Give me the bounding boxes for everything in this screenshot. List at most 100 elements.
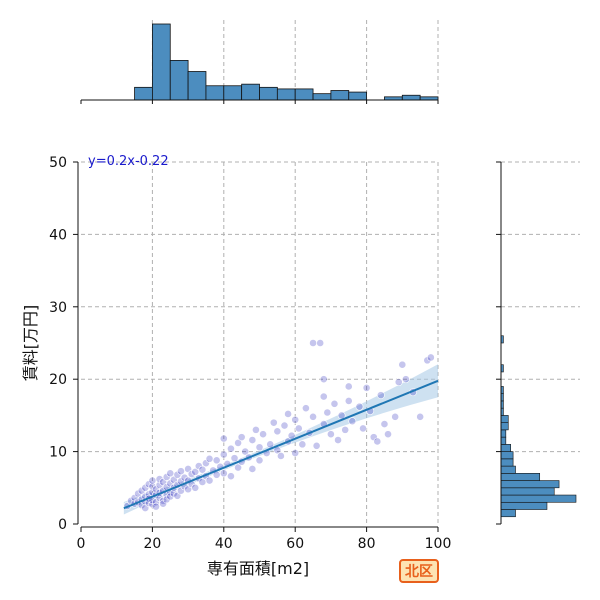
right-histogram-bar — [500, 465, 516, 474]
regression-equation-label: y=0.2x-0.22 — [88, 154, 169, 169]
scatter-point — [398, 360, 407, 369]
scatter-point — [355, 402, 364, 411]
top-histogram-bar — [259, 86, 278, 101]
scatter-points — [123, 339, 435, 512]
scatter-point — [323, 408, 332, 417]
tick-labels: 0 20 40 60 80 100 0 10 20 30 40 50 — [49, 155, 451, 552]
scatter-point — [394, 378, 403, 386]
scatter-point — [255, 456, 264, 465]
scatter-point — [227, 444, 235, 453]
x-tick-label: 40 — [215, 536, 233, 552]
top-histogram-bar — [241, 83, 260, 101]
scatter-point — [284, 410, 292, 418]
y-tick-label: 40 — [49, 227, 67, 243]
top-histogram-bar — [205, 85, 225, 101]
scatter-point — [241, 447, 250, 456]
scatter-point — [309, 339, 317, 347]
y-tick-label: 50 — [49, 155, 67, 171]
scatter-point — [294, 424, 303, 433]
right-histogram-bar — [500, 480, 560, 489]
top-histogram-bar — [134, 86, 153, 101]
scatter-point — [319, 392, 328, 401]
scatter-point — [344, 397, 353, 405]
scatter-point — [219, 434, 228, 443]
scatter-point — [248, 436, 257, 444]
scatter-point — [227, 472, 235, 481]
x-axis-title: 専有面積[m2] — [207, 559, 309, 578]
scatter-point — [248, 465, 257, 473]
scatter-point — [309, 412, 317, 421]
scatter-point — [298, 440, 307, 449]
right-histogram-bar — [500, 415, 509, 423]
scatter-point — [401, 375, 410, 384]
right-histogram-bar — [500, 509, 516, 518]
scatter-point — [219, 450, 228, 459]
scatter-point — [166, 469, 175, 478]
scatter-point — [348, 417, 357, 426]
top-histogram-bar — [223, 85, 243, 101]
axes — [77, 162, 438, 528]
y-tick-label: 30 — [49, 300, 67, 316]
regression-line-group — [123, 379, 439, 510]
right-histogram-bar — [500, 501, 548, 510]
top-histogram — [80, 23, 439, 104]
scatter-point — [237, 433, 246, 442]
scatter-point — [302, 404, 310, 413]
right-histogram-bar — [500, 451, 514, 460]
scatter-point — [198, 465, 207, 474]
top-histogram-bar — [294, 88, 314, 101]
right-histogram-bar — [500, 436, 507, 445]
scatter-point — [230, 454, 239, 463]
right-histogram-bar — [500, 429, 507, 438]
scatter-point — [319, 375, 328, 384]
scatter-point — [330, 399, 339, 408]
scatter-point — [273, 427, 282, 436]
top-histogram-bar — [276, 88, 296, 101]
scatter-point — [376, 391, 385, 400]
top-histogram-bar — [151, 23, 171, 101]
scatter-point — [291, 449, 300, 457]
scatter-point — [148, 476, 157, 485]
scatter-point — [280, 421, 289, 430]
scatter-point — [269, 418, 278, 427]
scatter-point — [341, 425, 350, 434]
top-histogram-bar — [169, 60, 189, 101]
district-badge: 北区 — [399, 559, 439, 583]
scatter-point — [252, 425, 260, 434]
right-histogram-bar — [500, 444, 511, 452]
scatter-point — [362, 383, 371, 392]
scatter-point — [291, 415, 300, 424]
scatter-point — [152, 502, 160, 511]
regression-line — [123, 379, 439, 510]
top-histogram-bar — [348, 91, 368, 101]
right-histogram-bar — [500, 458, 514, 467]
y-tick-label: 0 — [58, 517, 67, 533]
right-histogram-bar — [500, 494, 577, 503]
scatter-point — [234, 463, 242, 472]
scatter-point — [177, 467, 185, 476]
scatter-point — [191, 483, 200, 492]
scatter-point — [326, 430, 335, 439]
scatter-point — [312, 441, 321, 450]
scatter-point — [373, 437, 382, 446]
x-tick-label: 20 — [143, 536, 161, 552]
scatter-point — [416, 412, 425, 421]
scatter-point — [219, 469, 228, 478]
y-tick-label: 20 — [49, 372, 67, 388]
right-histogram-bar — [500, 487, 555, 496]
top-histogram-bar — [312, 93, 332, 101]
y-axis-title: 賃料[万円] — [21, 305, 40, 382]
scatter-point — [259, 430, 267, 439]
right-histogram-bar — [500, 422, 509, 431]
x-tick-label: 0 — [77, 536, 86, 552]
top-histogram-bar — [330, 90, 350, 101]
x-tick-label: 80 — [358, 536, 376, 552]
y-tick-label: 10 — [49, 445, 67, 461]
scatter-point — [359, 424, 367, 433]
scatter-point — [212, 456, 221, 465]
scatter-point — [205, 476, 214, 485]
scatter-point — [391, 412, 400, 421]
x-tick-label: 60 — [286, 536, 304, 552]
scatter-point — [191, 467, 200, 476]
